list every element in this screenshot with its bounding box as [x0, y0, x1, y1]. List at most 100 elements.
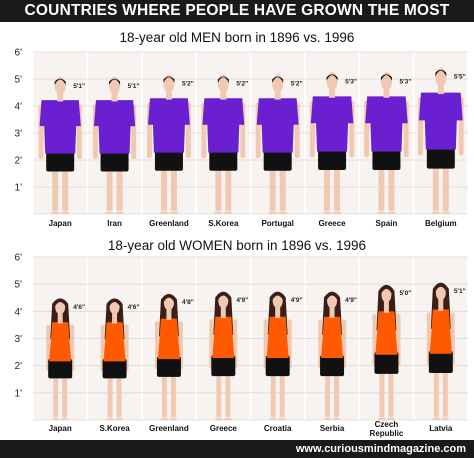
- foot: [441, 417, 449, 420]
- country-label: Greece: [210, 424, 238, 433]
- neck: [220, 306, 226, 319]
- leg: [442, 367, 448, 418]
- leg: [269, 160, 276, 212]
- shorts: [318, 147, 347, 171]
- shirt: [365, 96, 408, 152]
- bangs: [434, 283, 447, 293]
- foot: [169, 418, 177, 421]
- leg: [432, 158, 439, 212]
- leg: [270, 370, 276, 418]
- foot: [52, 418, 60, 421]
- leg: [116, 373, 122, 418]
- country-label: Greenland: [149, 424, 189, 433]
- y-tick-label: 6': [15, 253, 23, 264]
- shorts: [372, 147, 401, 171]
- foot: [269, 418, 277, 421]
- foot: [432, 417, 440, 420]
- tank-top: [429, 309, 452, 354]
- height-label: 5'2": [182, 80, 194, 87]
- country-label: Portugal: [261, 219, 293, 228]
- country-label: Belgium: [425, 219, 457, 228]
- hair: [163, 76, 175, 83]
- country-label: Latvia: [429, 424, 453, 433]
- head: [272, 74, 284, 93]
- foot: [278, 418, 286, 421]
- hair: [326, 74, 338, 81]
- neck: [383, 300, 389, 313]
- women-height-panel: 1' 2' 3' 4' 5' 6' 4'6" Japan 4'6" S.Korea 4'8" Gree…: [15, 253, 468, 438]
- y-tick-label: 2': [15, 361, 23, 372]
- neck: [111, 91, 118, 102]
- leg: [324, 160, 331, 212]
- height-label: 5'1": [73, 83, 85, 90]
- man-figure: [38, 76, 82, 214]
- y-tick-label: 5': [15, 75, 23, 86]
- hair: [54, 78, 66, 85]
- country-label: Croatia: [264, 424, 292, 433]
- head: [217, 74, 229, 93]
- foot: [215, 418, 223, 421]
- foot: [224, 211, 233, 214]
- head: [109, 76, 121, 95]
- woman-figure: [46, 298, 75, 421]
- foot: [441, 211, 450, 214]
- bangs: [162, 294, 175, 304]
- leg: [53, 373, 59, 418]
- foot: [224, 418, 232, 421]
- shorts: [48, 358, 73, 379]
- shirt: [256, 98, 299, 153]
- leg: [334, 370, 340, 418]
- tank-top: [375, 311, 398, 355]
- man-figure: [364, 72, 409, 214]
- foot: [159, 211, 168, 214]
- woman-figure: [209, 291, 238, 421]
- country-label: Czech: [375, 420, 399, 429]
- foot: [61, 418, 69, 421]
- country-label: S.Korea: [99, 424, 130, 433]
- leg: [442, 158, 449, 212]
- shorts: [46, 149, 75, 172]
- height-label: 4'9": [345, 297, 357, 304]
- neck: [57, 312, 63, 324]
- face: [109, 299, 120, 315]
- neck: [437, 83, 444, 95]
- height-label: 5'0": [399, 290, 411, 297]
- foot: [268, 211, 277, 214]
- leg: [107, 373, 113, 418]
- bangs: [271, 292, 284, 302]
- woman-figure: [100, 298, 129, 421]
- woman-figure: [263, 291, 292, 421]
- height-label: 4'8": [182, 299, 194, 306]
- man-figure: [147, 74, 191, 214]
- leg: [106, 161, 113, 212]
- hair: [109, 78, 121, 85]
- tank-top: [157, 318, 180, 360]
- shirt: [148, 98, 190, 153]
- height-label: 5'1": [454, 288, 466, 295]
- foot: [169, 211, 178, 214]
- country-label: Spain: [376, 219, 398, 228]
- y-tick-label: 4': [15, 102, 23, 113]
- foot: [323, 211, 332, 214]
- leg: [62, 161, 69, 212]
- foot: [160, 418, 168, 421]
- man-figure: [201, 74, 246, 214]
- foot: [431, 211, 440, 214]
- leg: [225, 160, 232, 212]
- height-label: 4'9": [291, 297, 303, 304]
- hair: [272, 76, 284, 83]
- neck: [165, 89, 172, 100]
- foot: [115, 418, 123, 421]
- shorts: [428, 350, 453, 374]
- face: [163, 295, 174, 311]
- country-label: Japan: [49, 424, 72, 433]
- bangs: [217, 292, 230, 302]
- head: [54, 76, 66, 95]
- leg: [378, 160, 385, 212]
- y-tick-label: 3': [15, 334, 23, 345]
- leg: [325, 370, 331, 418]
- foot: [378, 417, 386, 420]
- height-label: 4'6": [128, 304, 140, 311]
- bangs: [380, 285, 393, 296]
- shirt: [418, 92, 463, 150]
